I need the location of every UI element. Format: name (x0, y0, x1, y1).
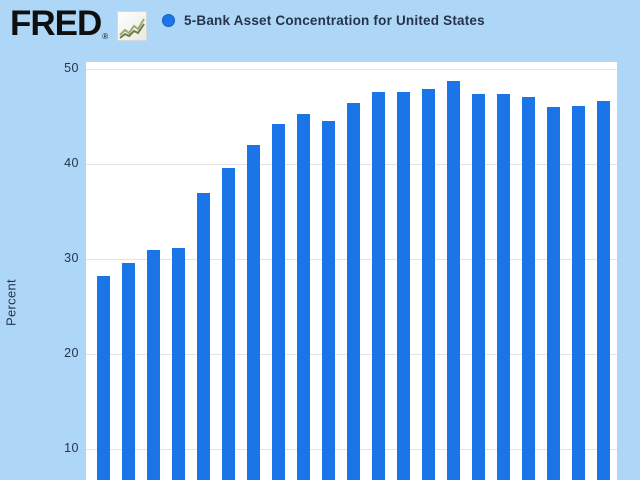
bar-14 (422, 89, 435, 480)
bar-18 (522, 96, 535, 480)
bar-2 (122, 263, 135, 480)
bar-11 (347, 103, 360, 480)
bar-6 (222, 167, 235, 480)
bar-20 (572, 106, 585, 480)
bar-7 (247, 145, 260, 480)
bar-1 (97, 276, 110, 480)
fred-logo-text: FRED (10, 4, 102, 43)
bar-21 (597, 101, 610, 480)
bar-10 (322, 121, 335, 480)
y-tick-label-50: 50 (64, 61, 79, 75)
y-tick-label-10: 10 (64, 441, 79, 455)
series-legend-marker (162, 14, 175, 27)
bar-4 (172, 247, 185, 480)
line-chart-icon (117, 11, 147, 41)
bar-8 (272, 124, 285, 480)
bar-15 (447, 81, 460, 480)
series-title[interactable]: 5-Bank Asset Concentration for United St… (184, 13, 485, 28)
registered-trademark-symbol: ® (102, 32, 109, 41)
fred-logo[interactable]: FRED ® (10, 6, 108, 42)
bar-5 (197, 192, 210, 480)
bar-13 (397, 91, 410, 480)
bar-3 (147, 249, 160, 480)
gridline-50 (86, 69, 617, 70)
header: FRED ® 5-Bank Asset Concentration for Un… (0, 0, 640, 52)
bar-12 (372, 91, 385, 480)
bar-17 (497, 93, 510, 480)
plot-area (86, 62, 617, 480)
y-tick-label-30: 30 (64, 251, 79, 265)
bar-9 (297, 113, 310, 480)
y-axis-title: Percent (3, 279, 19, 326)
y-tick-label-40: 40 (64, 156, 79, 170)
legend: 5-Bank Asset Concentration for United St… (162, 13, 485, 28)
bar-16 (472, 93, 485, 480)
y-axis-tick-labels: 50 40 30 20 10 (38, 0, 79, 480)
bar-19 (547, 107, 560, 480)
y-tick-label-20: 20 (64, 346, 79, 360)
